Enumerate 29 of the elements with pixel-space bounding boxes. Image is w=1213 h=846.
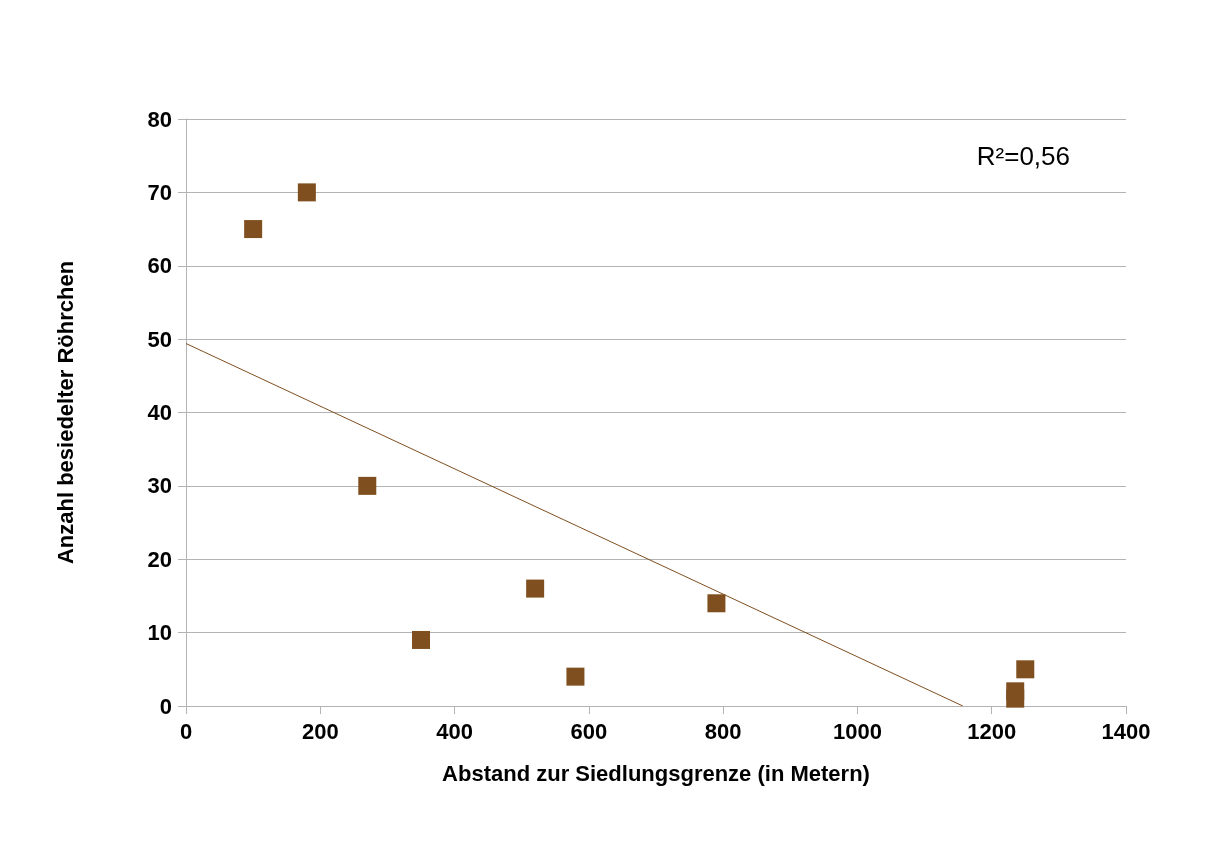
y-tick-label: 10 xyxy=(147,620,172,646)
y-tick-label: 30 xyxy=(147,473,172,499)
point xyxy=(526,579,545,598)
point xyxy=(566,667,585,686)
y-tick-label: 80 xyxy=(147,106,172,132)
x-tick-label: 1200 xyxy=(967,718,1017,744)
point xyxy=(1016,660,1035,679)
annotation: R²=0,56 xyxy=(976,141,1071,171)
y-tick-label: 20 xyxy=(147,546,172,572)
point xyxy=(244,220,263,239)
x-tick-label: 800 xyxy=(704,718,742,744)
x-tick-label: 600 xyxy=(570,718,608,744)
point xyxy=(1006,682,1025,701)
x-tick-label: 1000 xyxy=(832,718,882,744)
y-axis-title: Anzahl besiedelter Röhrchen xyxy=(52,260,78,565)
y-tick-label: 50 xyxy=(147,326,172,352)
x-tick-label: 200 xyxy=(301,718,339,744)
y-tick-label: 40 xyxy=(147,400,172,425)
y-tick-label: 0 xyxy=(159,693,172,719)
point xyxy=(297,183,316,202)
point xyxy=(412,630,430,649)
x-tick-label: 1400 xyxy=(1101,718,1151,744)
y-tick-label: 60 xyxy=(147,253,172,279)
x-tick-label: 400 xyxy=(436,718,473,744)
x-axis-title: Abstand zur Siedlungsgrenze (in Metern) xyxy=(442,760,870,786)
point xyxy=(707,594,726,613)
y-tick-label: 70 xyxy=(147,179,172,205)
point xyxy=(358,476,377,495)
x-tick-label: 0 xyxy=(179,718,193,744)
